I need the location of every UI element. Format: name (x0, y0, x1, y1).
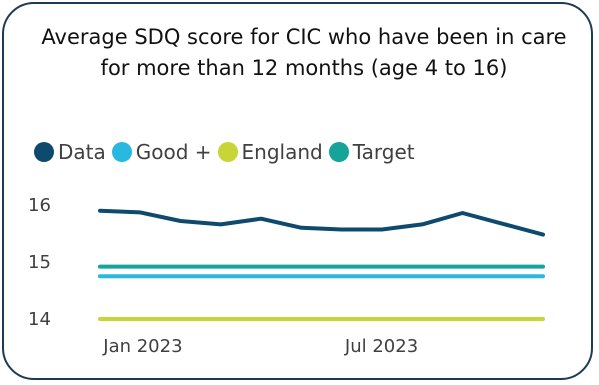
y-tick-label: 15 (28, 252, 51, 273)
legend-marker-target (328, 142, 349, 162)
legend-item-data[interactable]: Data (34, 140, 106, 164)
series-lines (98, 208, 545, 321)
legend-label-england: England (241, 140, 323, 164)
x-tick-label: Jan 2023 (102, 336, 182, 357)
x-tick-label: Jul 2023 (344, 336, 418, 357)
chart-title: Average SDQ score for CIC who have been … (41, 25, 567, 80)
chart-legend: Data Good + England Target (34, 140, 421, 164)
legend-label-target: Target (352, 140, 415, 164)
legend-label-good: Good + (135, 140, 212, 164)
legend-item-target[interactable]: Target (328, 140, 415, 164)
x-axis-ticks: Jan 2023 Jul 2023 (102, 336, 418, 357)
y-tick-label: 14 (28, 309, 51, 330)
legend-label-data: Data (58, 140, 106, 164)
series-line-data[interactable] (98, 208, 545, 237)
y-tick-label: 16 (28, 195, 51, 216)
legend-item-england[interactable]: England (217, 140, 323, 164)
legend-marker-england (217, 142, 238, 162)
legend-marker-data (34, 142, 54, 162)
legend-item-good[interactable]: Good + (111, 140, 212, 164)
y-axis-ticks: 16 15 14 (28, 195, 51, 330)
legend-marker-good (111, 142, 132, 162)
